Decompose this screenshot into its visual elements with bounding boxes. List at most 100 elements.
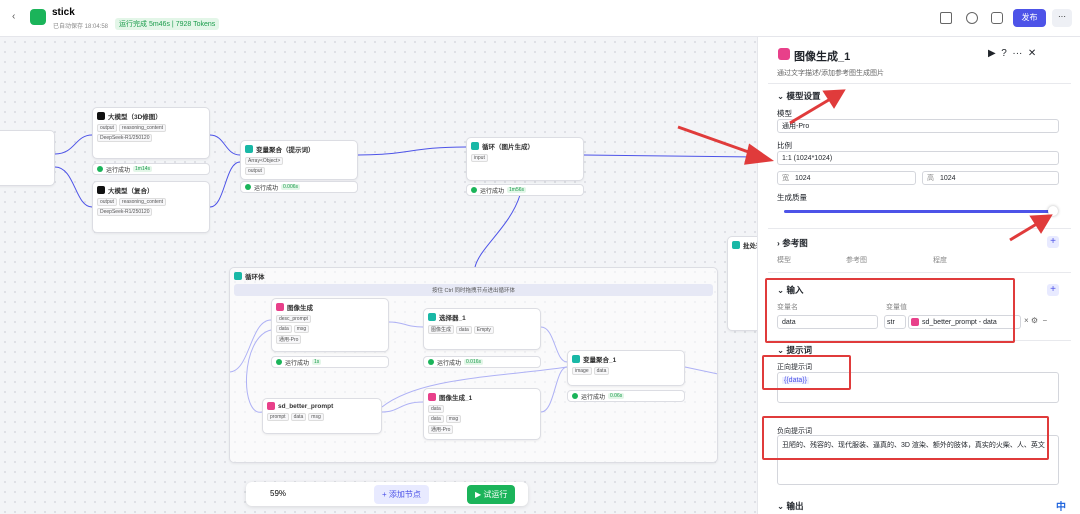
var-ref[interactable]: sd_better_prompt - data — [908, 315, 1021, 329]
col-label: 程度 — [933, 257, 947, 264]
run-icon[interactable]: ▶ ? ··· ✕ — [988, 48, 1037, 59]
tag: 通用-Pro — [276, 335, 302, 344]
status-time: 0.06s — [608, 393, 625, 399]
ok-dot — [97, 166, 103, 172]
zoom[interactable]: 59% — [270, 489, 287, 498]
node-icon — [267, 402, 275, 410]
node-title-text: sd_better_prompt — [278, 402, 334, 410]
positive-prompt[interactable]: {{data}} — [777, 372, 1059, 403]
add-node-button[interactable]: + 添加节点 — [374, 485, 429, 504]
tag: 通用-Pro — [428, 425, 454, 434]
node-icon — [428, 393, 436, 401]
status-text: 运行成功 — [254, 185, 279, 192]
field-label: 负向提示词 — [777, 428, 812, 435]
section-title[interactable]: ⌄ 模型设置 — [777, 91, 821, 101]
node-icon — [97, 112, 105, 120]
section-title[interactable]: ⌄ 输入 — [777, 285, 804, 295]
arrow — [677, 125, 758, 157]
collab-icon[interactable] — [991, 12, 1003, 24]
slider-knob[interactable] — [1048, 206, 1058, 216]
history-icon[interactable] — [966, 12, 978, 24]
node-title: 选择器_1 — [428, 312, 536, 322]
section-text: 模型设置 — [786, 91, 821, 101]
tag: data — [456, 326, 472, 334]
section-title[interactable]: › 参考图 — [777, 238, 808, 248]
tokens: 7928 Tokens — [175, 21, 216, 28]
back-button[interactable]: ‹ — [12, 11, 16, 22]
height-input[interactable]: 高 1024 — [922, 171, 1059, 185]
more-button[interactable]: ··· — [1052, 9, 1072, 27]
partial-node[interactable] — [0, 130, 55, 186]
add-button[interactable]: + — [1047, 236, 1059, 248]
edge — [474, 194, 521, 268]
node-title: 图像生成 — [276, 302, 384, 312]
add-button[interactable]: + — [1047, 284, 1059, 296]
input-value: 1024 — [795, 174, 811, 182]
highlight-box — [765, 278, 1015, 343]
node[interactable]: 变量聚合（提示词） Array<Object> output — [240, 140, 358, 180]
node-status[interactable]: 运行成功 1s — [271, 356, 389, 368]
select-value: 通用-Pro — [782, 123, 810, 130]
side-panel: 图像生成_1 ▶ ? ··· ✕ 通过文字描述/添加参考图生成图片 ⌄ 模型设置… — [757, 37, 1080, 514]
negative-prompt[interactable]: 丑陋的、残容的、现代服装、逼真的、3D 渲染、额外的肢体，真实的火柴、人、英文 — [777, 435, 1059, 485]
col-label: 变量值 — [886, 304, 907, 311]
loop-hint: 按住 Ctrl 同时拖拽节点进出循环体 — [234, 284, 713, 296]
row-actions[interactable]: × ⚙ − — [1024, 316, 1048, 325]
divider — [768, 340, 1071, 341]
status-text: 运行成功 — [106, 167, 131, 174]
node[interactable]: 选择器_1 图像生成 data Empty — [423, 308, 541, 350]
node-title: sd_better_prompt — [267, 402, 377, 410]
input-value: data — [782, 318, 796, 326]
select-value: 1:1 (1024*1024) — [782, 154, 833, 162]
node[interactable]: sd_better_prompt prompt data msg — [262, 398, 382, 434]
divider — [768, 83, 1071, 84]
node-title-text: 大模型（复合） — [108, 188, 154, 195]
test-run-text: 试运行 — [483, 490, 508, 499]
arrow-head — [822, 89, 846, 109]
prompt-text: 丑陋的、残容的、现代服装、逼真的、3D 渲染、额外的肢体，真实的火柴、人、英文 — [782, 442, 1045, 449]
node[interactable]: 大模型（复合） output reasoning_content DeepSeek-… — [92, 181, 210, 233]
ok-dot — [471, 187, 477, 193]
tag: DeepSeek-R1/250120 — [97, 134, 153, 142]
node-status[interactable]: 运行成功 0.016s — [423, 356, 541, 368]
publish-button[interactable]: 发布 — [1013, 9, 1046, 27]
type-select[interactable]: str — [884, 315, 906, 329]
ok-dot — [572, 393, 578, 399]
tag: reasoning_content — [118, 124, 167, 132]
arrow — [1009, 220, 1041, 242]
status-time: 1m56s — [507, 187, 527, 193]
edge — [583, 154, 757, 158]
node[interactable]: 图像生成 desc_prompt data msg 通用-Pro — [271, 298, 389, 352]
node-status[interactable]: 运行成功 1m14s — [92, 163, 210, 175]
prompt-var: {{data}} — [782, 377, 809, 384]
section-title[interactable]: ⌄ 提示词 — [777, 345, 812, 355]
ok-dot — [428, 359, 434, 365]
node[interactable]: 变量聚合_1 image data — [567, 350, 685, 386]
field-label: 生成质量 — [777, 193, 807, 202]
input-prefix: 高 — [927, 175, 934, 182]
node-status[interactable]: 运行成功 1m56s — [466, 184, 584, 196]
var-name-input[interactable]: data — [777, 315, 878, 329]
model-select[interactable]: 通用-Pro — [777, 119, 1059, 133]
tag: data — [290, 413, 307, 421]
tag: msg — [293, 325, 310, 333]
node[interactable]: 图像生成_1 data data msg 通用-Pro — [423, 388, 541, 440]
section-text: 输入 — [786, 285, 804, 295]
node-status[interactable]: 运行成功 0.06s — [567, 390, 685, 402]
node-status[interactable]: 运行成功 0.006s — [240, 181, 358, 193]
node[interactable]: 大模型（3D修图） output reasoning_content DeepSee… — [92, 107, 210, 159]
ratio-select[interactable]: 1:1 (1024*1024) — [777, 151, 1059, 165]
highlight-box — [762, 355, 851, 390]
node[interactable]: 循环（图片生成） input — [466, 137, 584, 181]
col-label: 变量名 — [777, 304, 798, 311]
quality-slider[interactable] — [784, 210, 1054, 213]
node-icon — [428, 313, 436, 321]
node-icon — [245, 145, 253, 153]
test-run-button[interactable]: ▶ 试运行 — [467, 485, 516, 504]
tag: msg — [445, 415, 462, 423]
width-input[interactable]: 宽 1024 — [777, 171, 916, 185]
node-title-text: 图像生成 — [287, 305, 313, 312]
highlight-box — [762, 416, 1049, 460]
section-title[interactable]: ⌄ 输出 — [777, 501, 804, 511]
copy-icon[interactable] — [940, 12, 952, 24]
